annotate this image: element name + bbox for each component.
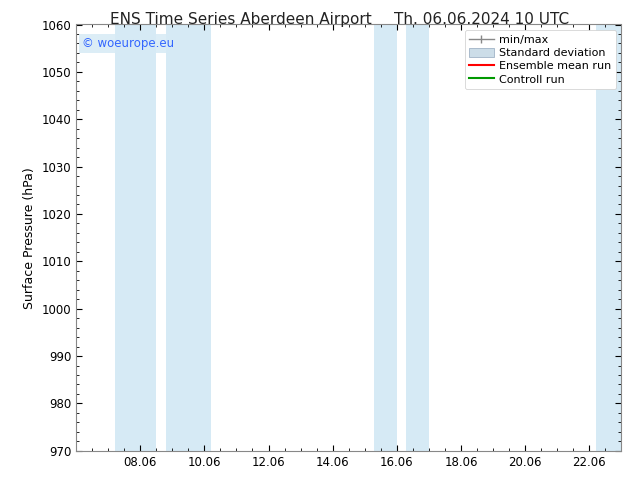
Y-axis label: Surface Pressure (hPa): Surface Pressure (hPa) — [23, 167, 36, 309]
Bar — [406, 24, 429, 451]
Text: Th. 06.06.2024 10 UTC: Th. 06.06.2024 10 UTC — [394, 12, 569, 27]
Bar — [115, 24, 156, 451]
Bar — [596, 24, 621, 451]
Bar — [166, 24, 210, 451]
Legend: min/max, Standard deviation, Ensemble mean run, Controll run: min/max, Standard deviation, Ensemble me… — [465, 30, 616, 89]
Text: © woeurope.eu: © woeurope.eu — [82, 37, 174, 50]
Text: ENS Time Series Aberdeen Airport: ENS Time Series Aberdeen Airport — [110, 12, 372, 27]
Bar — [374, 24, 397, 451]
